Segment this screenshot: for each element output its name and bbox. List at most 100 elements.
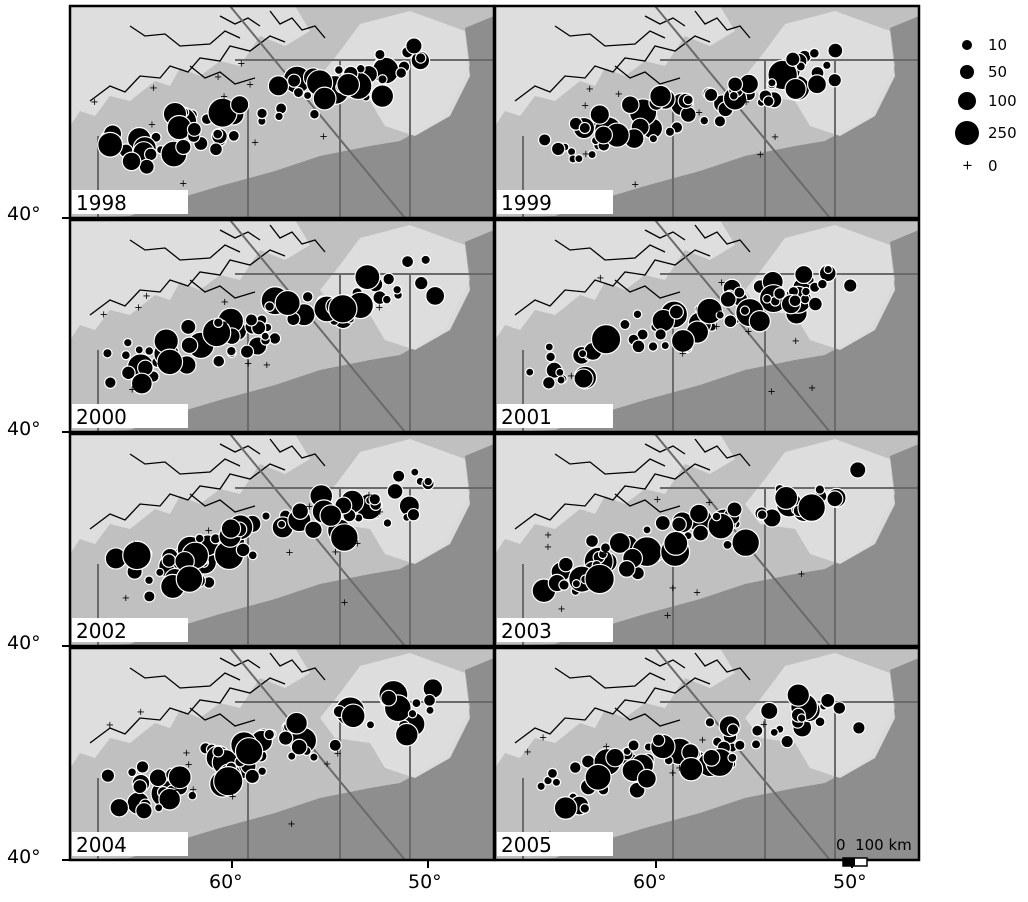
catch-circle bbox=[702, 748, 721, 767]
catch-circle bbox=[751, 724, 764, 737]
year-label: 2005 bbox=[501, 833, 552, 857]
catch-circle bbox=[794, 264, 814, 285]
map-panel-2005: ++++++++++2005 bbox=[493, 646, 921, 862]
catch-circle bbox=[617, 560, 636, 578]
catch-circle bbox=[585, 534, 599, 549]
zero-catch-marker: + bbox=[222, 318, 230, 329]
zero-catch-marker: + bbox=[756, 149, 764, 160]
zero-catch-marker: + bbox=[539, 732, 547, 743]
catch-circle bbox=[134, 345, 144, 355]
catch-circle bbox=[627, 739, 640, 752]
year-label: 2001 bbox=[501, 405, 552, 429]
legend-circle-icon bbox=[958, 92, 976, 110]
zero-catch-marker: + bbox=[544, 530, 552, 541]
catch-circle bbox=[553, 796, 578, 820]
year-label: 2003 bbox=[501, 619, 552, 643]
catch-circle bbox=[156, 348, 184, 376]
catch-circle bbox=[542, 376, 556, 390]
zero-catch-marker: + bbox=[717, 277, 725, 288]
legend-label: 100 bbox=[988, 92, 1017, 110]
catch-circle bbox=[788, 294, 802, 308]
catch-circle bbox=[167, 765, 192, 790]
catch-circle bbox=[268, 332, 282, 345]
catch-circle bbox=[374, 48, 386, 61]
catch-circle bbox=[551, 777, 562, 787]
catch-circle bbox=[801, 286, 811, 297]
catch-circle bbox=[620, 95, 640, 115]
catch-circle bbox=[180, 318, 197, 336]
catch-circle bbox=[826, 490, 844, 508]
legend-label: 250 bbox=[988, 124, 1017, 142]
catch-circle bbox=[180, 336, 199, 355]
zero-catch-marker: + bbox=[557, 604, 565, 615]
catch-circle bbox=[247, 550, 258, 561]
catch-circle bbox=[333, 65, 344, 75]
zero-catch-marker: + bbox=[246, 80, 254, 91]
catch-circle bbox=[719, 290, 737, 308]
latitude-label-row3: 40° bbox=[7, 632, 41, 654]
zero-catch-marker: + bbox=[771, 132, 779, 143]
catch-circle bbox=[395, 67, 408, 79]
zero-catch-marker: + bbox=[631, 180, 639, 191]
scale-bar-graphic bbox=[842, 857, 868, 867]
catch-circle bbox=[312, 86, 337, 111]
catch-circle bbox=[277, 519, 287, 529]
catch-circle bbox=[814, 484, 826, 495]
catch-circle bbox=[731, 528, 761, 557]
latitude-label-row1: 40° bbox=[7, 203, 41, 225]
catch-circle bbox=[285, 711, 308, 735]
catch-circle bbox=[558, 556, 574, 573]
catch-circle bbox=[713, 115, 727, 128]
zero-catch-marker: + bbox=[305, 501, 313, 512]
longitude-label-left-50: 50° bbox=[408, 871, 442, 893]
year-label-box: 2004 bbox=[72, 832, 188, 857]
year-label-box: 1998 bbox=[72, 190, 188, 215]
catch-circle bbox=[138, 158, 155, 175]
map-panel-2000: ++++++++++2000 bbox=[68, 218, 496, 434]
catch-circle bbox=[734, 739, 746, 751]
zero-catch-marker: + bbox=[614, 89, 622, 100]
catch-circle bbox=[832, 701, 847, 715]
catch-circle bbox=[121, 365, 136, 381]
zero-catch-marker: + bbox=[679, 348, 687, 359]
catch-circle bbox=[636, 768, 657, 789]
catch-circle bbox=[544, 342, 554, 352]
zero-catch-marker: + bbox=[544, 542, 552, 553]
catch-circle bbox=[780, 734, 794, 749]
legend-circle-icon bbox=[962, 40, 972, 50]
catch-circle bbox=[711, 511, 722, 522]
zero-catch-marker: + bbox=[792, 336, 800, 347]
zero-catch-marker: + bbox=[331, 547, 339, 558]
zero-catch-marker: + bbox=[581, 101, 589, 112]
catch-circle bbox=[194, 533, 205, 544]
zero-catch-marker: + bbox=[742, 97, 750, 108]
catch-circle bbox=[808, 47, 820, 59]
zero-catch-marker: + bbox=[122, 593, 130, 604]
catch-circle bbox=[187, 790, 198, 801]
catch-circle bbox=[414, 52, 427, 64]
zero-catch-marker: + bbox=[353, 539, 361, 550]
catch-circle bbox=[213, 766, 244, 797]
catch-circle bbox=[109, 797, 130, 818]
legend-label: 50 bbox=[988, 63, 1008, 81]
catch-circle bbox=[584, 763, 612, 791]
catch-circle bbox=[537, 133, 552, 147]
catch-circle bbox=[773, 287, 787, 300]
catch-circle bbox=[425, 285, 446, 306]
catch-symbols: + + + + + + + + + + bbox=[525, 264, 858, 398]
catch-circle bbox=[392, 284, 403, 295]
catch-circle bbox=[733, 286, 746, 299]
catch-circle bbox=[102, 347, 113, 359]
catch-circle bbox=[261, 511, 271, 521]
catch-circle bbox=[587, 149, 597, 160]
catch-circle bbox=[696, 297, 723, 325]
longitude-label-right-50: 50° bbox=[833, 871, 867, 893]
zero-catch-marker: + bbox=[90, 97, 98, 108]
catch-symbols: + + + + + + + + + + bbox=[537, 42, 844, 191]
year-label: 2004 bbox=[76, 833, 127, 857]
panel-frame bbox=[493, 4, 921, 220]
catch-circle bbox=[704, 717, 716, 728]
catch-circle bbox=[423, 693, 437, 707]
catch-circle bbox=[748, 310, 771, 333]
zero-catch-marker: + bbox=[375, 302, 383, 313]
